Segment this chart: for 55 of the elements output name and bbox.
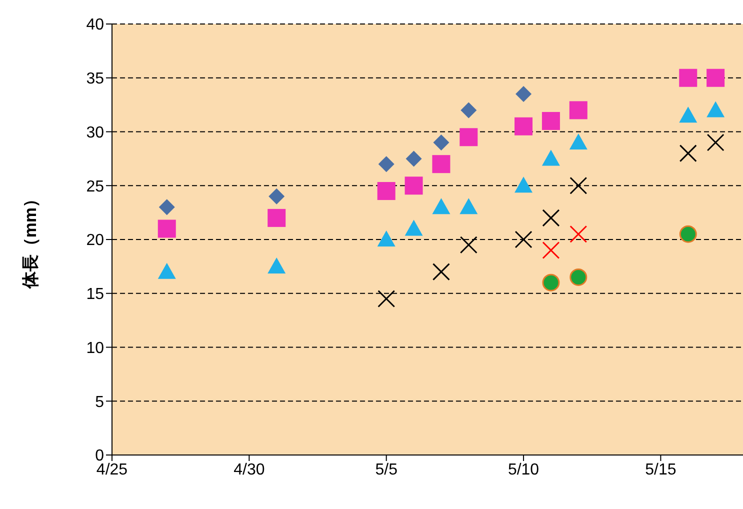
point: [268, 257, 286, 274]
x-tick-label: 4/30: [234, 461, 265, 478]
y-tick-label: 35: [86, 70, 104, 88]
point: [570, 268, 588, 286]
x-tick-label: 5/10: [508, 461, 540, 478]
y-tick-label: 10: [86, 340, 104, 357]
point: [542, 274, 560, 292]
y-tick-label: 40: [86, 16, 104, 34]
point: [569, 134, 588, 150]
point: [460, 236, 478, 254]
point: [158, 262, 176, 279]
point: [158, 199, 175, 216]
point: [542, 150, 560, 166]
point: [542, 209, 560, 227]
point: [570, 176, 588, 194]
y-tick-label: 20: [86, 232, 104, 250]
point: [516, 86, 532, 102]
point: [460, 102, 477, 118]
point: [542, 242, 560, 260]
point: [432, 155, 450, 174]
point: [404, 220, 423, 236]
point: [569, 101, 588, 120]
point: [514, 176, 533, 193]
y-tick-label: 30: [86, 124, 104, 142]
point: [679, 68, 698, 87]
point: [542, 112, 560, 130]
point: [432, 263, 450, 281]
point: [679, 225, 697, 243]
point: [460, 128, 478, 146]
point: [268, 188, 285, 204]
point: [378, 156, 394, 172]
y-tick-label: 25: [86, 178, 104, 196]
point: [570, 225, 588, 243]
point: [514, 230, 532, 248]
point: [706, 101, 725, 118]
point: [432, 198, 450, 214]
point: [158, 220, 176, 238]
x-tick-label: 5/5: [375, 461, 398, 478]
point: [377, 182, 396, 200]
point: [706, 68, 725, 87]
point: [268, 208, 286, 227]
point: [679, 106, 698, 123]
x-tick-label: 5/15: [645, 461, 676, 478]
point: [377, 230, 396, 246]
point: [404, 176, 423, 195]
point: [406, 150, 422, 167]
y-tick-label: 15: [86, 286, 104, 304]
point: [433, 134, 450, 151]
point: [679, 144, 697, 162]
y-axis-title: 体長（mm）: [21, 190, 40, 290]
point: [460, 198, 478, 214]
point: [378, 290, 396, 308]
y-tick-label: 5: [95, 394, 104, 411]
point: [514, 117, 533, 136]
point: [706, 134, 724, 152]
